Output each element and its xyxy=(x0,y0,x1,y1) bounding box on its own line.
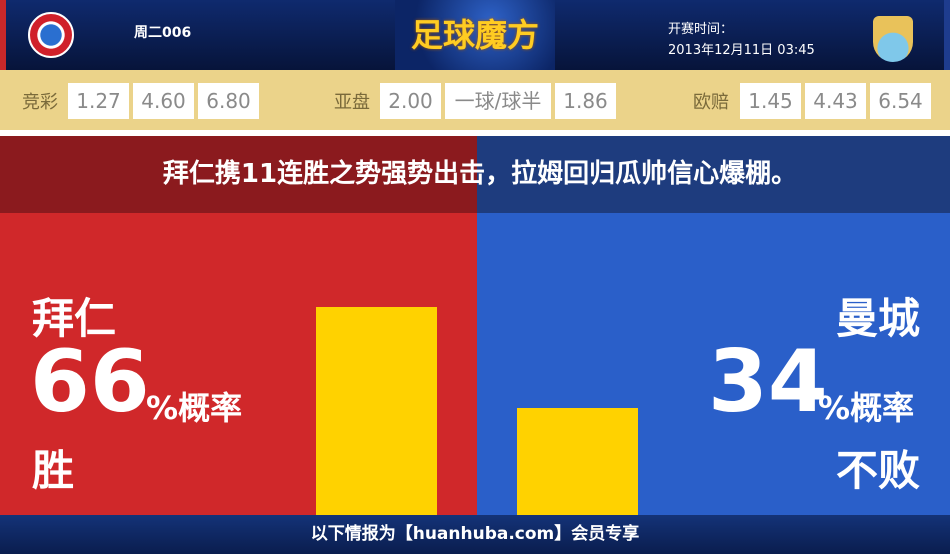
yapan-odd: 2.00 xyxy=(380,83,441,119)
headline-bg-home xyxy=(0,136,477,213)
jingcai-odd: 1.27 xyxy=(68,83,129,119)
away-outcome: 不败 xyxy=(835,446,920,495)
home-outcome: 胜 xyxy=(32,446,75,495)
yapan-odd: 1.86 xyxy=(555,83,616,119)
oupei-label: 欧赔 xyxy=(693,92,729,113)
kickoff-label: 开赛时间： xyxy=(668,22,734,37)
away-percent: 34 xyxy=(708,332,828,432)
jingcai-label: 竞彩 xyxy=(22,92,58,113)
home-probability-bar xyxy=(316,307,437,515)
home-percent: 66 xyxy=(30,332,150,432)
yapan-label: 亚盘 xyxy=(334,92,370,113)
away-team: 曼城 xyxy=(835,294,920,343)
oupei-odd: 6.54 xyxy=(870,83,931,119)
jingcai-odd: 4.60 xyxy=(133,83,194,119)
jingcai-odd: 6.80 xyxy=(198,83,259,119)
app-logo: 足球魔方 xyxy=(395,0,555,70)
bayern-crest-icon xyxy=(28,12,74,58)
member-footer-link[interactable]: 以下情报为【huanhuba.com】会员专享 xyxy=(0,515,950,554)
headline: 拜仁携11连胜之势强势出击，拉姆回归瓜帅信心爆棚。 xyxy=(162,159,798,189)
home-team: 拜仁 xyxy=(32,294,117,343)
away-percent-suffix: %概率 xyxy=(818,389,915,427)
oupei-odd: 4.43 xyxy=(805,83,866,119)
oupei-odd: 1.45 xyxy=(740,83,801,119)
away-probability-bar xyxy=(517,407,638,515)
man-city-crest-icon xyxy=(873,16,913,62)
headline-bg-away xyxy=(477,136,950,213)
kickoff-time: 2013年12月11日 03:45 xyxy=(668,43,815,58)
yapan-handicap: 一球/球半 xyxy=(445,83,551,119)
home-percent-suffix: %概率 xyxy=(146,389,243,427)
match-number: 周二006 xyxy=(134,25,192,41)
